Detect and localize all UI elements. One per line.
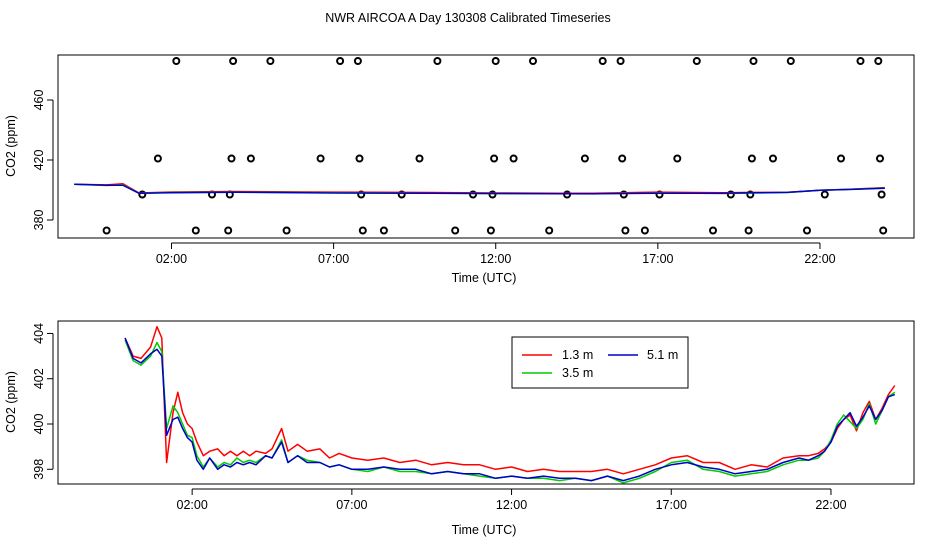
- top-reference-point: [451, 226, 460, 235]
- top-reference-point: [747, 154, 756, 163]
- top-x-axis-label: Time (UTC): [452, 271, 517, 285]
- bottom-x-tick-label: 07:00: [336, 498, 367, 512]
- top-y-tick-label: 380: [32, 210, 46, 231]
- top-x-tick-label: 07:00: [318, 252, 349, 266]
- top-reference-point: [229, 57, 238, 65]
- bottom-series-line-1-3-m: [124, 325, 896, 475]
- bottom-series-line-3-5-m: [124, 339, 896, 484]
- top-reference-point: [580, 154, 589, 163]
- top-reference-point: [621, 226, 630, 235]
- bottom-plot-frame: [57, 320, 915, 485]
- legend-label-5-1m: 5.1 m: [647, 348, 678, 362]
- bottom-y-tick-label: 402: [32, 368, 46, 389]
- top-reference-point: [172, 57, 181, 65]
- top-reference-point: [744, 226, 753, 235]
- bottom-x-tick-label: 22:00: [815, 498, 846, 512]
- top-reference-point: [358, 226, 367, 235]
- bottom-x-axis-label: Time (UTC): [452, 523, 517, 537]
- top-reference-point: [153, 154, 162, 163]
- bottom-x-axis: 02:00 07:00 12:00 17:00 22:00: [177, 488, 847, 512]
- top-reference-point: [246, 154, 255, 163]
- bottom-panel: 02:00 07:00 12:00 17:00 22:00 398 400 402 404 T…: [4, 320, 915, 537]
- bottom-x-tick-label: 02:00: [177, 498, 208, 512]
- top-reference-point: [856, 57, 865, 65]
- top-reference-point: [619, 190, 628, 199]
- bottom-y-axis: 398 400 402 404: [32, 323, 54, 480]
- top-reference-point: [491, 57, 500, 65]
- top-reference-point: [509, 154, 518, 163]
- top-reference-point: [746, 190, 755, 199]
- top-reference-point: [545, 226, 554, 235]
- top-y-axis: 380 420 460: [32, 90, 54, 231]
- top-reference-point: [726, 190, 735, 199]
- top-reference-point: [820, 190, 829, 199]
- top-reference-point: [224, 226, 233, 235]
- top-reference-point: [316, 154, 325, 163]
- top-reference-point: [877, 190, 886, 199]
- top-reference-point: [138, 190, 147, 199]
- top-reference-point: [598, 57, 607, 65]
- top-reference-point: [673, 154, 682, 163]
- top-reference-point: [191, 226, 200, 235]
- top-reference-point: [469, 190, 477, 199]
- bottom-y-tick-label: 404: [32, 323, 46, 344]
- top-x-tick-label: 02:00: [156, 252, 187, 266]
- top-reference-point: [837, 154, 845, 163]
- bottom-series-line-5-1-m: [124, 337, 896, 482]
- top-reference-point: [227, 154, 236, 163]
- top-reference-point: [353, 57, 362, 65]
- top-reference-point: [616, 57, 625, 65]
- top-series-line-5-1-m: [74, 183, 885, 195]
- top-reference-point: [433, 57, 442, 65]
- top-reference-point: [336, 57, 345, 65]
- top-reference-point: [379, 226, 388, 235]
- legend-box: [511, 336, 689, 389]
- top-panel: 02:00 07:00 12:00 17:00 22:00 380 420 460 Time…: [4, 54, 915, 285]
- top-reference-point: [769, 154, 777, 163]
- top-reference-point: [486, 226, 495, 235]
- bottom-x-tick-label: 17:00: [656, 498, 687, 512]
- top-x-axis: 02:00 07:00 12:00 17:00 22:00: [156, 242, 836, 266]
- chart-title: NWR AIRCOA A Day 130308 Calibrated Times…: [325, 11, 611, 25]
- top-reference-point: [488, 190, 497, 199]
- top-reference-point: [640, 226, 649, 235]
- legend-label-1-3m: 1.3 m: [562, 348, 593, 362]
- top-reference-point: [709, 226, 717, 235]
- top-reference-point: [879, 226, 888, 235]
- top-reference-point: [415, 154, 424, 163]
- top-reference-point: [618, 154, 627, 163]
- top-plot-frame: [57, 54, 915, 239]
- top-x-tick-label: 22:00: [804, 252, 835, 266]
- top-reference-point: [692, 57, 701, 65]
- top-reference-point: [102, 226, 111, 235]
- top-reference-point: [529, 57, 537, 65]
- top-reference-point: [803, 226, 811, 235]
- top-lines: [74, 182, 885, 195]
- top-reference-point: [874, 57, 883, 65]
- top-marks: [102, 57, 888, 235]
- top-reference-point: [397, 190, 406, 199]
- top-y-tick-label: 420: [32, 150, 46, 171]
- top-x-tick-label: 17:00: [642, 252, 673, 266]
- top-reference-point: [490, 154, 499, 163]
- bottom-y-axis-label: CO2 (ppm): [4, 371, 18, 433]
- bottom-y-tick-label: 400: [32, 414, 46, 435]
- top-reference-point: [282, 226, 291, 235]
- top-x-tick-label: 12:00: [480, 252, 511, 266]
- legend: 1.3 m 5.1 m 3.5 m: [511, 336, 689, 389]
- bottom-y-tick-label: 398: [32, 459, 46, 480]
- top-reference-point: [355, 154, 364, 163]
- bottom-lines: [124, 325, 896, 484]
- bottom-x-tick-label: 12:00: [496, 498, 527, 512]
- top-reference-point: [876, 154, 884, 163]
- legend-label-3-5m: 3.5 m: [562, 366, 593, 380]
- top-reference-point: [786, 57, 795, 65]
- top-reference-point: [749, 57, 758, 65]
- top-reference-point: [266, 57, 275, 65]
- top-y-tick-label: 460: [32, 90, 46, 111]
- top-y-axis-label: CO2 (ppm): [4, 115, 18, 177]
